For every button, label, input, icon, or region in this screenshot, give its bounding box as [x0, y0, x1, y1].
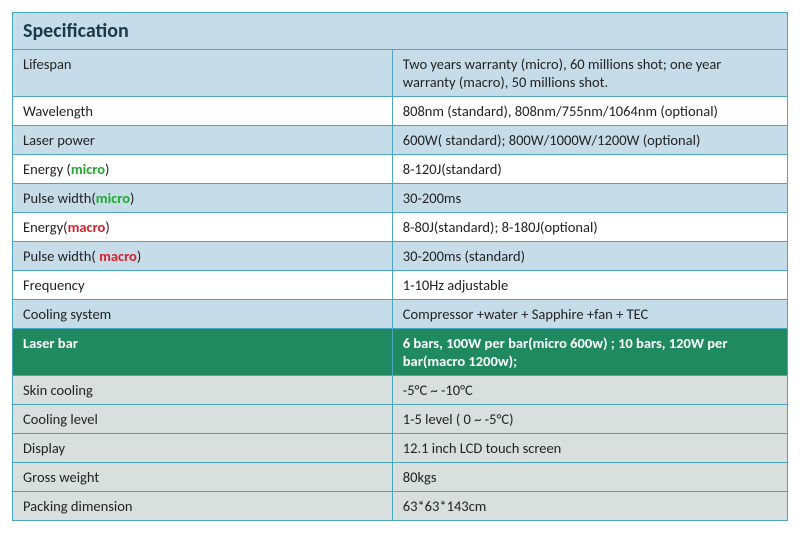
label-text: Gross weight [23, 468, 99, 486]
spec-label: Energy(macro) [13, 213, 393, 242]
table-row: Frequency 1-10Hz adjustable [13, 271, 788, 300]
table-row: Cooling level 1-5 level ( 0 ~ -5°C) [13, 405, 788, 434]
spec-value: 1-5 level ( 0 ~ -5°C) [392, 405, 787, 434]
spec-value: -5°C ~ -10°C [392, 376, 787, 405]
spec-label: Display [13, 434, 393, 463]
table-row: Cooling system Compressor +water + Sapphi… [13, 300, 788, 329]
label-text: Cooling system [23, 305, 111, 323]
table-row: Laser power 600W( standard); 800W/1000W/1… [13, 126, 788, 155]
micro-highlight: micro [71, 160, 105, 178]
table-row: Energy (micro)8-120J(standard) [13, 155, 788, 184]
table-title: Specification [13, 13, 788, 50]
table-row: Pulse width( macro)30-200ms (standard) [13, 242, 788, 271]
macro-highlight: macro [68, 218, 106, 236]
label-text: ) [105, 218, 109, 236]
spec-value: Compressor +water + Sapphire +fan + TEC [392, 300, 787, 329]
spec-label: Frequency [13, 271, 393, 300]
table-row: Energy(macro)8-80J(standard); 8-180J(opt… [13, 213, 788, 242]
label-text: Wavelength [23, 102, 93, 120]
spec-label: Pulse width(micro) [13, 184, 393, 213]
label-text: Energy( [23, 218, 68, 236]
spec-label: Laser bar [13, 329, 393, 376]
spec-value: 63*63*143cm [392, 492, 787, 521]
table-row: Wavelength 808nm (standard), 808nm/755nm/… [13, 97, 788, 126]
spec-value: 808nm (standard), 808nm/755nm/1064nm (op… [392, 97, 787, 126]
label-text: Laser bar [23, 334, 78, 352]
macro-highlight: macro [99, 247, 137, 265]
label-text: Cooling level [23, 410, 98, 428]
spec-value: 6 bars, 100W per bar(micro 600w) ; 10 ba… [392, 329, 787, 376]
label-text: Packing dimension [23, 497, 133, 515]
label-text: Skin cooling [23, 381, 93, 399]
spec-value: 1-10Hz adjustable [392, 271, 787, 300]
spec-label: Wavelength [13, 97, 393, 126]
label-text: Pulse width( [23, 189, 96, 207]
micro-highlight: micro [96, 189, 130, 207]
table-row: Skin cooling -5°C ~ -10°C [13, 376, 788, 405]
spec-label: Lifespan [13, 50, 393, 97]
spec-label: Laser power [13, 126, 393, 155]
label-text: Display [23, 439, 65, 457]
spec-label: Skin cooling [13, 376, 393, 405]
spec-value: 12.1 inch LCD touch screen [392, 434, 787, 463]
table-body: Lifespan Two years warranty (micro), 60 m… [13, 50, 788, 521]
spec-value: 30-200ms [392, 184, 787, 213]
table-row: Packing dimension 63*63*143cm [13, 492, 788, 521]
spec-value: 600W( standard); 800W/1000W/1200W (optio… [392, 126, 787, 155]
spec-label: Gross weight [13, 463, 393, 492]
spec-value: 8-80J(standard); 8-180J(optional) [392, 213, 787, 242]
label-text: ) [137, 247, 141, 265]
spec-value: 8-120J(standard) [392, 155, 787, 184]
table-row: Lifespan Two years warranty (micro), 60 m… [13, 50, 788, 97]
spec-value: 30-200ms (standard) [392, 242, 787, 271]
label-text: Frequency [23, 276, 85, 294]
spec-label: Energy (micro) [13, 155, 393, 184]
label-text: Pulse width( [23, 247, 99, 265]
spec-label: Pulse width( macro) [13, 242, 393, 271]
label-text: Energy ( [23, 160, 71, 178]
table-row: Gross weight 80kgs [13, 463, 788, 492]
table-row: Pulse width(micro)30-200ms [13, 184, 788, 213]
spec-label: Cooling level [13, 405, 393, 434]
table-row: Display 12.1 inch LCD touch screen [13, 434, 788, 463]
label-text: Lifespan [23, 55, 72, 73]
label-text: Laser power [23, 131, 95, 149]
spec-label: Packing dimension [13, 492, 393, 521]
label-text: ) [130, 189, 134, 207]
spec-value: 80kgs [392, 463, 787, 492]
table-row: Laser bar 6 bars, 100W per bar(micro 600w… [13, 329, 788, 376]
spec-value: Two years warranty (micro), 60 millions … [392, 50, 787, 97]
label-text: ) [105, 160, 109, 178]
specification-table: Specification Lifespan Two years warranty… [12, 12, 788, 521]
spec-label: Cooling system [13, 300, 393, 329]
